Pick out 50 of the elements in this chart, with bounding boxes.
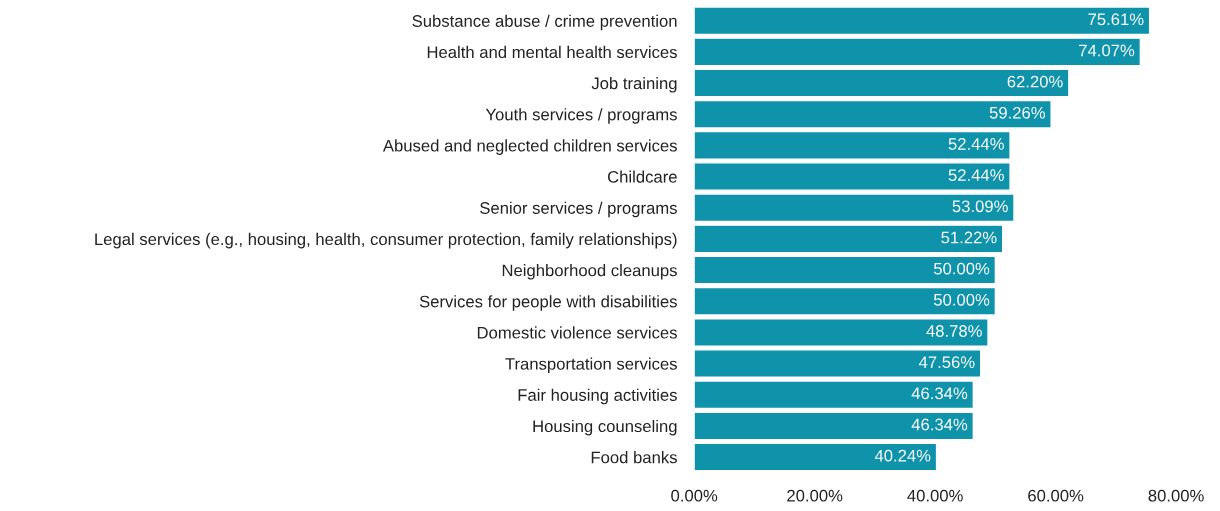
- x-tick-label: 0.00%: [671, 489, 718, 502]
- bar: [694, 68, 1070, 98]
- y-tick-label: Food banks: [591, 451, 677, 464]
- y-tick-label: Domestic violence services: [477, 326, 677, 339]
- y-tick-label: Fair housing activities: [518, 388, 677, 405]
- data-label: 75.61%: [1088, 13, 1144, 26]
- y-tick-label: Abused and neglected children services: [382, 139, 677, 155]
- y-tick-label: Senior services / programs: [480, 201, 677, 218]
- data-label: 74.07%: [1079, 44, 1135, 57]
- bar: [694, 442, 938, 472]
- bar: [694, 255, 997, 285]
- bar: [694, 193, 1015, 223]
- bar: [694, 224, 1004, 254]
- y-tick-label: Childcare: [607, 170, 677, 183]
- y-tick-label: Legal services (e.g., housing, health, consumer protection, family relationships): [95, 232, 677, 249]
- data-label: 47.56%: [918, 356, 975, 369]
- bar: [694, 349, 982, 378]
- bar: [694, 317, 989, 347]
- y-tick-label: Transportation services: [505, 357, 677, 374]
- data-label: 40.24%: [874, 449, 931, 462]
- y-tick-label: Services for people with disabilities: [419, 295, 677, 311]
- data-label: 50.00%: [933, 293, 990, 306]
- bar: [694, 286, 997, 316]
- x-tick-label: 40.00%: [907, 489, 963, 502]
- data-label: 48.78%: [926, 325, 982, 337]
- data-label: 50.00%: [933, 262, 990, 275]
- x-tick-label: 60.00%: [1028, 489, 1084, 502]
- data-label: 59.26%: [989, 106, 1045, 119]
- bar: [694, 380, 975, 410]
- bar: [694, 6, 1151, 36]
- data-label: 46.34%: [911, 418, 968, 431]
- y-tick-label: Health and mental health services: [427, 45, 677, 59]
- data-label: 46.34%: [911, 387, 968, 400]
- x-tick-label: 20.00%: [787, 489, 843, 502]
- y-tick-label: Neighborhood cleanups: [502, 264, 677, 280]
- data-label: 52.44%: [948, 138, 1004, 150]
- bar: [694, 411, 975, 441]
- bar: [694, 162, 1011, 191]
- y-tick-label: Job training: [591, 77, 677, 93]
- y-tick-label: Housing counseling: [533, 419, 677, 436]
- y-tick-label: Substance abuse / crime prevention: [412, 14, 677, 31]
- bar: [694, 37, 1142, 67]
- data-label: 52.44%: [948, 169, 1004, 182]
- y-tick-label: Youth services / programs: [485, 108, 677, 124]
- bar: [694, 99, 1052, 129]
- data-label: 51.22%: [941, 231, 997, 244]
- data-label: 53.09%: [952, 200, 1008, 213]
- x-tick-label: 80.00%: [1148, 489, 1204, 502]
- bar: [694, 130, 1011, 160]
- data-label: 62.20%: [1007, 75, 1063, 88]
